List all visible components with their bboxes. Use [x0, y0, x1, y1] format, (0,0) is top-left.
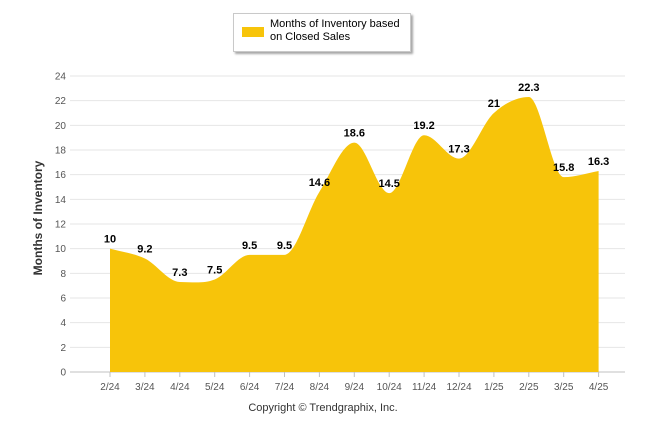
- legend-label: Months of Inventory based on Closed Sale…: [270, 18, 400, 43]
- y-tick-label: 8: [60, 269, 66, 280]
- data-label: 9.2: [137, 244, 152, 256]
- x-tick-label: 3/25: [554, 382, 574, 393]
- data-label: 21: [488, 98, 500, 110]
- data-label: 10: [104, 234, 116, 246]
- data-label: 19.2: [413, 120, 434, 132]
- data-label: 17.3: [448, 144, 469, 156]
- x-tick-label: 2/25: [519, 382, 539, 393]
- x-tick-label: 11/24: [412, 382, 437, 393]
- x-tick-label: 4/25: [589, 382, 609, 393]
- x-axis-ticks: 2/24 3/24 4/24 5/24 6/24 7/24 8/24 9/24 10/24 11/…: [100, 372, 609, 393]
- data-label: 14.6: [309, 177, 330, 189]
- x-tick-label: 9/24: [345, 382, 365, 393]
- x-tick-label: 6/24: [240, 382, 260, 393]
- legend[interactable]: Months of Inventory based on Closed Sale…: [233, 13, 411, 52]
- x-tick-label: 8/24: [310, 382, 330, 393]
- x-tick-label: 3/24: [135, 382, 155, 393]
- y-tick-label: 4: [60, 318, 66, 329]
- x-tick-label: 1/25: [484, 382, 504, 393]
- y-tick-label: 20: [55, 121, 67, 132]
- data-label: 15.8: [553, 162, 574, 174]
- copyright-text: Copyright © Trendgraphix, Inc.: [248, 402, 398, 414]
- y-tick-label: 0: [60, 368, 66, 379]
- y-tick-label: 2: [60, 343, 66, 354]
- x-tick-label: 7/24: [275, 382, 295, 393]
- legend-swatch: [242, 27, 264, 37]
- x-tick-label: 10/24: [377, 382, 402, 393]
- data-label: 7.5: [207, 265, 222, 277]
- area-series: [110, 96, 599, 372]
- x-tick-label: 2/24: [100, 382, 120, 393]
- data-label: 7.3: [172, 267, 187, 279]
- y-tick-label: 16: [55, 170, 67, 181]
- y-tick-label: 24: [55, 72, 67, 83]
- y-axis-label: Months of Inventory: [31, 160, 45, 275]
- y-tick-label: 18: [55, 146, 67, 157]
- y-tick-label: 6: [60, 294, 66, 305]
- data-labels: 10 9.2 7.3 7.5 9.5 9.5 14.6 18.6 14.5 19.2 17.3 21 2…: [104, 82, 609, 279]
- data-label: 18.6: [344, 128, 365, 140]
- data-label: 9.5: [277, 240, 292, 252]
- data-label: 9.5: [242, 240, 257, 252]
- data-label: 22.3: [518, 82, 539, 94]
- y-tick-label: 22: [55, 96, 67, 107]
- data-label: 16.3: [588, 156, 609, 168]
- y-tick-label: 14: [55, 195, 67, 206]
- x-tick-label: 12/24: [446, 382, 471, 393]
- x-tick-label: 4/24: [170, 382, 190, 393]
- x-tick-label: 5/24: [205, 382, 225, 393]
- y-tick-label: 10: [55, 244, 67, 255]
- data-label: 14.5: [378, 178, 399, 190]
- y-tick-label: 12: [55, 220, 67, 231]
